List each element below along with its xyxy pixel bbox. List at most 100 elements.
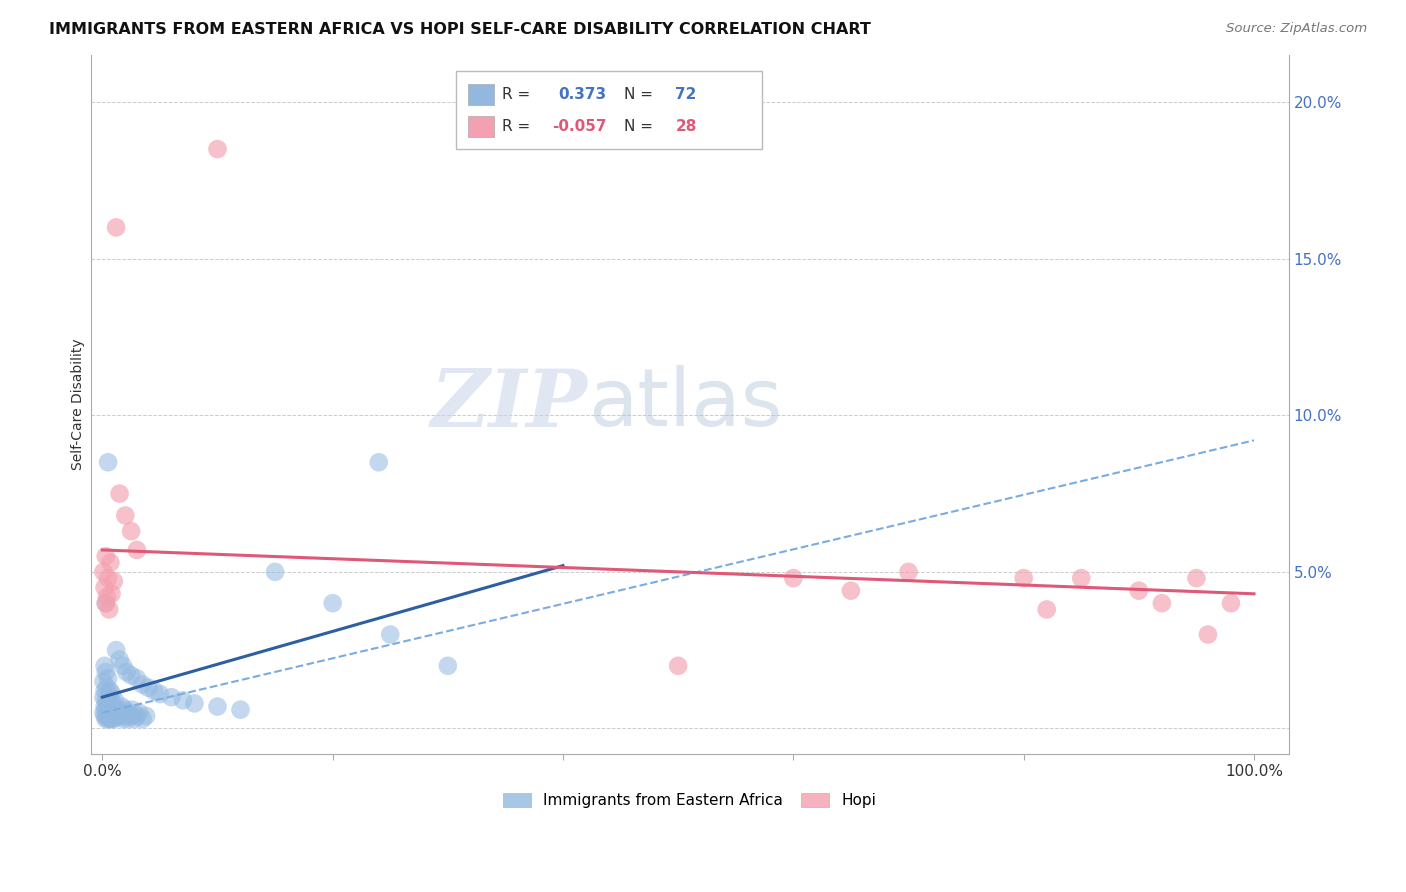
Point [98,602,121,616]
Point [93,565,115,579]
Point [94,665,117,679]
FancyBboxPatch shape [468,84,495,104]
Point [103,574,125,589]
Point [108,706,131,720]
Point [124,712,146,726]
Point [100,699,122,714]
Point [105,709,128,723]
Point [97,571,120,585]
Point [117,712,139,726]
Point [100,712,122,726]
Point [97,671,120,685]
Point [98,709,121,723]
Point [93,684,115,698]
Point [128,706,150,720]
Point [94,549,117,564]
Point [97,455,120,469]
Point [96,590,118,604]
Point [322,596,344,610]
Y-axis label: Self-Care Disability: Self-Care Disability [72,339,86,470]
Point [367,455,389,469]
Point [93,690,115,705]
FancyBboxPatch shape [468,116,495,136]
Point [120,668,142,682]
Point [160,690,183,705]
Point [125,671,148,685]
Point [782,571,804,585]
Point [104,709,127,723]
Point [100,703,122,717]
Point [98,690,121,705]
Point [94,703,117,717]
Text: R =: R = [502,119,534,134]
Text: 72: 72 [675,87,697,102]
Point [1185,571,1208,585]
Point [1012,571,1035,585]
Point [94,693,117,707]
Point [103,703,125,717]
Point [183,697,205,711]
Point [437,658,460,673]
Point [93,674,115,689]
Point [380,627,402,641]
Point [108,652,131,666]
Text: ZIP: ZIP [432,366,588,443]
Point [207,699,229,714]
Point [97,699,120,714]
Point [264,565,287,579]
Point [172,693,194,707]
Point [100,684,122,698]
Text: 0.373: 0.373 [558,87,606,102]
FancyBboxPatch shape [456,71,762,150]
Point [112,706,135,720]
Legend: Immigrants from Eastern Africa, Hopi: Immigrants from Eastern Africa, Hopi [496,785,883,815]
Point [103,712,125,726]
Point [125,709,148,723]
Point [93,581,115,595]
Point [839,583,862,598]
Point [93,706,115,720]
Point [1035,602,1057,616]
Text: R =: R = [502,87,534,102]
Point [94,596,117,610]
Point [96,709,118,723]
Point [100,556,122,570]
Text: N =: N = [624,119,658,134]
Point [93,709,115,723]
Point [110,709,132,723]
Point [121,703,143,717]
Point [131,678,153,692]
Text: Source: ZipAtlas.com: Source: ZipAtlas.com [1226,22,1367,36]
Point [96,697,118,711]
Point [108,486,131,500]
Point [207,142,229,156]
Point [100,712,122,726]
Point [94,712,117,726]
Point [143,684,166,698]
Text: atlas: atlas [588,366,782,443]
Point [1150,596,1173,610]
Text: N =: N = [624,87,658,102]
Text: -0.057: -0.057 [553,119,606,134]
Point [112,658,135,673]
Point [104,693,127,707]
Point [107,703,129,717]
Point [1128,583,1150,598]
Point [120,524,142,538]
Point [101,709,124,723]
Point [666,658,689,673]
Point [105,643,128,657]
Point [131,712,153,726]
Point [96,681,118,695]
Text: 28: 28 [675,119,697,134]
Point [101,697,124,711]
Point [118,706,141,720]
Point [138,681,160,695]
Point [100,687,122,701]
Point [149,687,172,701]
Point [115,709,138,723]
Point [112,712,135,726]
Point [105,706,128,720]
Point [93,699,115,714]
Point [100,587,122,601]
